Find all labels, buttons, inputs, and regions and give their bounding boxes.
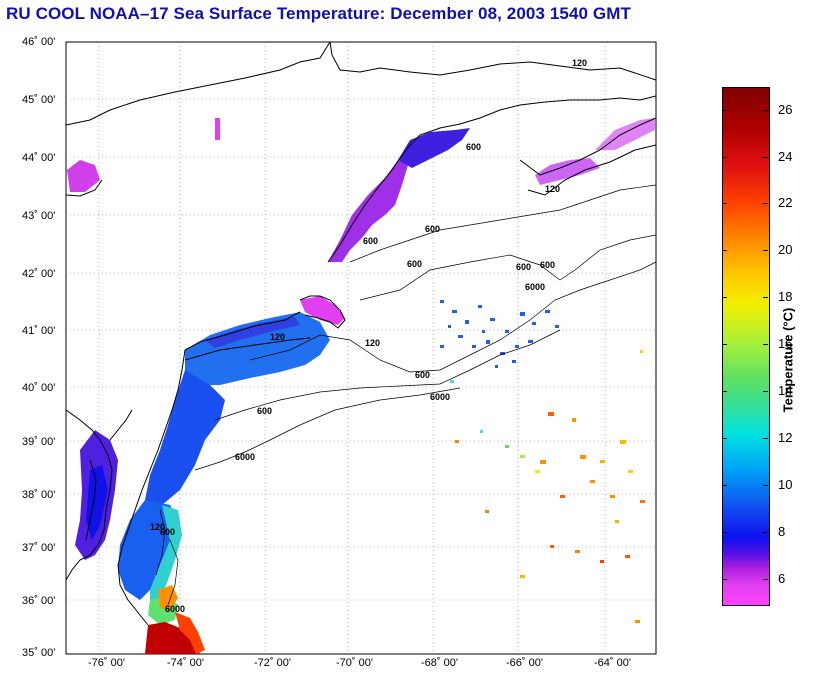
isobath-labels: 600 600 600 600 600 600 600 6000 6000 60… — [150, 58, 587, 614]
sst-offshore-warm — [450, 350, 645, 623]
sst-li-inner — [205, 317, 300, 348]
sst-maine-coast — [398, 128, 470, 168]
colorbar-tick: 22 — [722, 195, 792, 210]
sst-gulf-stream — [145, 622, 200, 654]
lon-label: -72˚ 00' — [254, 657, 291, 669]
lat-label: 37˚ 00' — [22, 542, 56, 554]
colorbar-tick: 12 — [722, 430, 792, 445]
isobath-label: 6000 — [235, 452, 255, 462]
isobath-label: 600 — [466, 142, 481, 152]
isobath-label: 6000 — [165, 604, 185, 614]
colorbar-tick: 24 — [722, 149, 792, 164]
isobath-label: 120 — [150, 522, 165, 532]
colorbar-tick-label: 16 — [778, 336, 793, 351]
isobath-label: 6000 — [525, 282, 545, 292]
isobath-label: 600 — [363, 236, 378, 246]
sst-georges-bank — [440, 300, 559, 368]
sst-patch-1 — [215, 118, 220, 140]
lat-label: 43˚ 00' — [22, 210, 56, 222]
isobath-label: 120 — [365, 338, 380, 348]
isobath-label: 600 — [407, 259, 422, 269]
isobath-label: 600 — [257, 406, 272, 416]
lat-label: 40˚ 00' — [22, 382, 56, 394]
sst-field — [67, 118, 655, 654]
sst-nj-shelf — [145, 370, 225, 505]
colorbar-tick: 26 — [722, 102, 792, 117]
sst-delmarva-shelf — [118, 500, 178, 600]
colorbar-tick-label: 24 — [778, 149, 793, 164]
lat-label: 44˚ 00' — [22, 152, 56, 164]
sst-bay-of-fundy — [535, 158, 600, 185]
sst-gulf-stream-edge — [175, 612, 205, 654]
colorbar-tick-label: 20 — [778, 242, 793, 257]
colorbar-tick: 6 — [722, 571, 785, 586]
colorbar-tick-label: 14 — [778, 383, 793, 398]
lon-label: -70˚ 00' — [336, 657, 373, 669]
colorbar-title: Temperature (°C) — [780, 307, 796, 413]
colorbar-gradient — [722, 87, 770, 606]
colorbar-tick: 20 — [722, 242, 792, 257]
sst-shelf-break — [150, 505, 182, 605]
colorbar-tick-label: 18 — [778, 289, 793, 304]
lon-label: -68˚ 00' — [421, 657, 458, 669]
coastline — [66, 42, 656, 626]
isobath-label: 600 — [415, 370, 430, 380]
isobath-label: 120 — [270, 332, 285, 342]
lat-label: 38˚ 00' — [22, 489, 56, 501]
lat-label: 46˚ 00' — [22, 36, 56, 48]
map-title: RU COOL NOAA–17 Sea Surface Temperature:… — [6, 4, 631, 23]
isobath-label: 600 — [540, 260, 555, 270]
colorbar-tick-label: 12 — [778, 430, 793, 445]
isobath-label: 120 — [545, 184, 560, 194]
sst-gulf-of-maine — [328, 150, 408, 262]
lat-label: 36˚ 00' — [22, 595, 56, 607]
lon-label: -74˚ 00' — [167, 657, 204, 669]
sst-chesapeake-inner — [86, 465, 108, 540]
colorbar-tick-label: 10 — [778, 477, 793, 492]
lon-label: -66˚ 00' — [506, 657, 543, 669]
colorbar: 26 24 22 20 18 16 14 12 10 8 6 — [722, 87, 792, 606]
colorbar-tick-label: 6 — [778, 571, 786, 586]
colorbar-tick: 14 — [722, 383, 792, 398]
colorbar-tick: 8 — [722, 524, 785, 539]
isobaths — [155, 184, 656, 606]
colorbar-tick: 16 — [722, 336, 792, 351]
lon-label: -76˚ 00' — [88, 657, 125, 669]
isobath-label: 120 — [572, 58, 587, 68]
lon-label: -64˚ 00' — [594, 657, 631, 669]
sst-cape-cod — [300, 296, 345, 325]
lat-label: 41˚ 00' — [22, 325, 56, 337]
isobath-label: 600 — [160, 527, 175, 537]
isobath-label: 600 — [516, 262, 531, 272]
colorbar-tick: 10 — [722, 477, 792, 492]
sst-stlawrence — [67, 160, 100, 192]
colorbar-tick: 18 — [722, 289, 792, 304]
colorbar-tick-label: 26 — [778, 102, 793, 117]
colorbar-tick-label: 22 — [778, 195, 793, 210]
sst-long-island-sound — [185, 312, 330, 385]
lat-label: 42˚ 00' — [22, 268, 56, 280]
colorbar-tick-label: 8 — [778, 524, 786, 539]
map-frame — [65, 41, 657, 655]
isobath-label: 600 — [425, 224, 440, 234]
isobath-label: 6000 — [430, 392, 450, 402]
lat-label: 35˚ 00' — [22, 647, 56, 659]
lat-label: 45˚ 00' — [22, 94, 56, 106]
lat-label: 39˚ 00' — [22, 436, 56, 448]
